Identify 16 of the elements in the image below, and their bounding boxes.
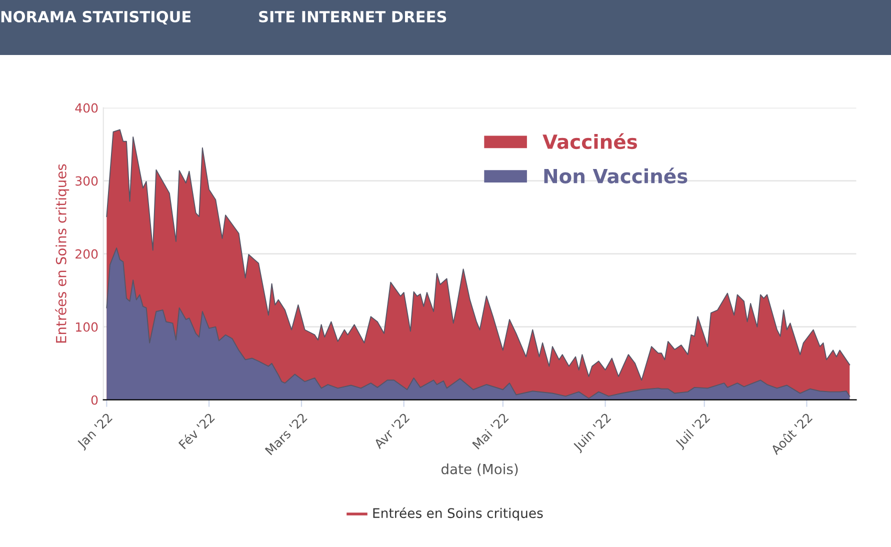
x-tick-label: Jan '22	[76, 412, 114, 451]
y-axis-title: Entrées en Soins critiques	[55, 164, 70, 343]
y-tick-label: 400	[75, 103, 98, 113]
legend-label: Non Vaccinés	[544, 168, 688, 184]
y-tick-label: 200	[76, 249, 98, 259]
y-tick-label: 100	[76, 322, 98, 332]
x-axis-title: date (Mois)	[441, 464, 518, 476]
text: Entrées en Soins critiques	[373, 507, 543, 521]
x-tick-label: Avr '22	[373, 412, 410, 450]
text: NORAMA STATISTIQUE	[1, 10, 191, 24]
x-tick-label: Fév '22	[178, 412, 215, 450]
text: SITE INTERNET DREES	[259, 10, 446, 22]
legend-label: Vaccinés	[542, 133, 638, 150]
y-tick-label: 300	[76, 176, 98, 186]
y-tick-label: 0	[91, 395, 98, 405]
x-tick-label: Mai '22	[472, 412, 509, 450]
